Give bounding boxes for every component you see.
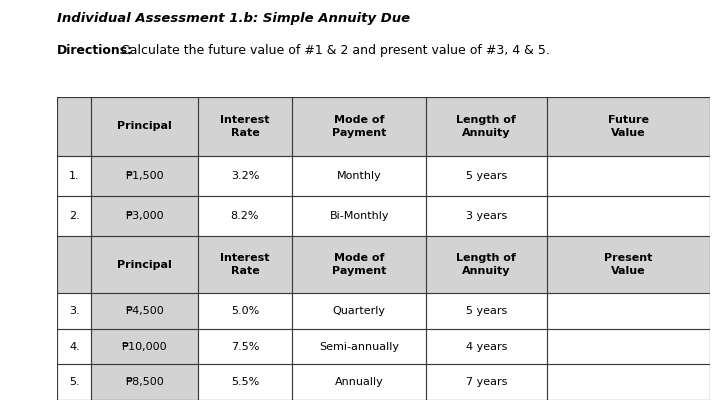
Text: Bi-Monthly: Bi-Monthly <box>329 211 389 221</box>
Text: Length of
Annuity: Length of Annuity <box>457 115 516 137</box>
Text: Interest
Rate: Interest Rate <box>220 115 270 137</box>
Bar <box>198 236 293 293</box>
Bar <box>198 329 293 364</box>
Bar <box>293 196 426 236</box>
Bar <box>426 329 546 364</box>
Bar <box>546 236 710 293</box>
Text: Monthly: Monthly <box>337 171 381 181</box>
Bar <box>426 364 546 400</box>
Bar <box>426 293 546 329</box>
Bar <box>91 364 198 400</box>
Text: Interest
Rate: Interest Rate <box>220 253 270 276</box>
Text: 5.: 5. <box>69 377 80 387</box>
Text: 5.0%: 5.0% <box>231 306 259 316</box>
Text: Directions:: Directions: <box>57 44 133 57</box>
Bar <box>546 156 710 196</box>
Bar <box>91 293 198 329</box>
Text: 7 years: 7 years <box>465 377 507 387</box>
Text: Principal: Principal <box>117 121 172 131</box>
Text: Principal: Principal <box>117 260 172 270</box>
Bar <box>57 364 91 400</box>
Text: 3 years: 3 years <box>466 211 507 221</box>
Bar <box>293 97 426 156</box>
Bar <box>426 236 546 293</box>
Text: 1.: 1. <box>69 171 80 181</box>
Text: Individual Assessment 1.b: Simple Annuity Due: Individual Assessment 1.b: Simple Annuit… <box>57 12 411 25</box>
Text: Future
Value: Future Value <box>608 115 649 137</box>
Bar <box>57 97 91 156</box>
Bar <box>293 364 426 400</box>
Bar <box>198 196 293 236</box>
Text: 5 years: 5 years <box>466 306 507 316</box>
Bar <box>57 293 91 329</box>
Bar <box>198 156 293 196</box>
Text: ₱4,500: ₱4,500 <box>125 306 164 316</box>
Bar <box>546 364 710 400</box>
Text: 5 years: 5 years <box>466 171 507 181</box>
Bar <box>293 156 426 196</box>
Bar <box>91 329 198 364</box>
Bar <box>293 329 426 364</box>
Bar <box>57 196 91 236</box>
Bar <box>91 97 198 156</box>
Bar <box>546 293 710 329</box>
Bar <box>293 236 426 293</box>
Text: 3.2%: 3.2% <box>231 171 259 181</box>
Bar <box>426 156 546 196</box>
Text: 2.: 2. <box>69 211 80 221</box>
Bar <box>198 97 293 156</box>
Text: 8.2%: 8.2% <box>231 211 259 221</box>
Text: ₱1,500: ₱1,500 <box>125 171 163 181</box>
Text: 4.: 4. <box>69 342 80 351</box>
Bar <box>57 156 91 196</box>
Text: 5.5%: 5.5% <box>231 377 259 387</box>
Bar <box>426 97 546 156</box>
Bar <box>91 156 198 196</box>
Text: Quarterly: Quarterly <box>333 306 386 316</box>
Bar <box>546 97 710 156</box>
Text: ₱3,000: ₱3,000 <box>125 211 163 221</box>
Bar <box>546 329 710 364</box>
Bar <box>293 293 426 329</box>
Text: Annually: Annually <box>335 377 384 387</box>
Text: 4 years: 4 years <box>465 342 507 351</box>
Text: Mode of
Payment: Mode of Payment <box>332 115 386 137</box>
Text: Present
Value: Present Value <box>604 253 652 276</box>
Text: Semi-annually: Semi-annually <box>319 342 399 351</box>
Bar <box>546 196 710 236</box>
Bar <box>91 236 198 293</box>
Text: ₱8,500: ₱8,500 <box>125 377 164 387</box>
Bar <box>198 364 293 400</box>
Bar <box>426 196 546 236</box>
Text: Length of
Annuity: Length of Annuity <box>457 253 516 276</box>
Bar <box>198 293 293 329</box>
Text: Mode of
Payment: Mode of Payment <box>332 253 386 276</box>
Text: Calculate the future value of #1 & 2 and present value of #3, 4 & 5.: Calculate the future value of #1 & 2 and… <box>117 44 550 57</box>
Bar <box>57 236 91 293</box>
Bar <box>57 329 91 364</box>
Text: 7.5%: 7.5% <box>231 342 259 351</box>
Text: ₱10,000: ₱10,000 <box>122 342 167 351</box>
Text: 3.: 3. <box>69 306 80 316</box>
Bar <box>91 196 198 236</box>
